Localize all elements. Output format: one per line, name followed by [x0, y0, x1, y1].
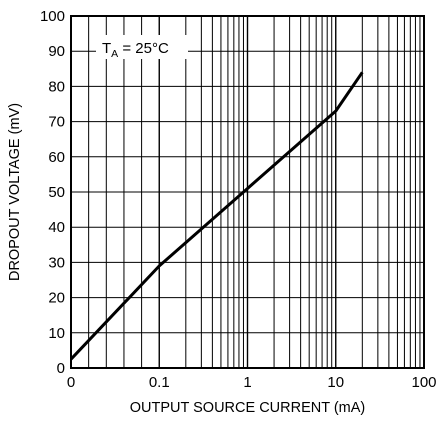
y-tick-label: 20	[48, 290, 65, 307]
y-axis-title: DROPOUT VOLTAGE (mV)	[7, 103, 23, 281]
annotation-main: T	[102, 40, 111, 57]
y-tick-label: 0	[57, 360, 65, 377]
y-tick-label: 60	[48, 149, 65, 166]
y-tick-label: 80	[48, 78, 65, 95]
x-tick-label: 1	[243, 374, 251, 391]
x-tick-label: 100	[411, 374, 436, 391]
plot-frame	[70, 15, 425, 369]
x-axis-title: OUTPUT SOURCE CURRENT (mA)	[130, 400, 366, 416]
grid	[71, 15, 424, 369]
y-tick-label: 10	[48, 325, 65, 342]
x-tick-labels: 0 0.1 1 10 100	[67, 374, 437, 391]
annotation-background	[96, 35, 188, 59]
y-tick-label: 70	[48, 114, 65, 131]
y-tick-label: 100	[40, 8, 65, 25]
y-tick-label: 30	[48, 254, 65, 271]
y-tick-labels: 0 10 20 30 40 50 60 70 80 90 100	[40, 8, 65, 377]
annotation-subscript: A	[111, 48, 118, 60]
y-tick-label: 40	[48, 219, 65, 236]
annotation-rest: = 25°C	[118, 40, 169, 57]
temperature-annotation: TA = 25°C	[102, 40, 169, 60]
x-tick-label: 0	[67, 374, 75, 391]
y-tick-label: 50	[48, 184, 65, 201]
y-tick-label: 90	[48, 43, 65, 60]
x-tick-label: 0.1	[149, 374, 170, 391]
series-layer	[69, 71, 364, 361]
x-tick-label: 10	[327, 374, 344, 391]
dropout-voltage-line	[69, 71, 364, 361]
